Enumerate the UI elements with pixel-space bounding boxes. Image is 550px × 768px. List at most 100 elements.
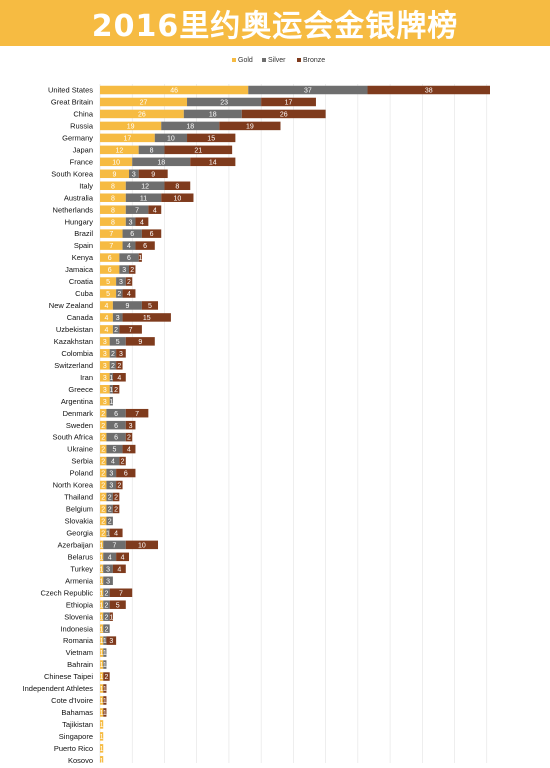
gold-value-label: 2 xyxy=(101,507,105,514)
category-label: Czech Republic xyxy=(40,588,93,597)
silver-value-label: 2 xyxy=(114,327,118,334)
category-label: China xyxy=(73,110,93,119)
category-label: Greece xyxy=(68,385,93,394)
silver-value-label: 3 xyxy=(109,471,113,478)
category-label: Kazakhstan xyxy=(54,337,93,346)
silver-bar xyxy=(106,480,117,490)
bronze-bar xyxy=(141,301,159,310)
bronze-value-label: 8 xyxy=(175,183,179,190)
silver-bar xyxy=(103,588,110,597)
bronze-bar xyxy=(125,420,136,430)
silver-bar xyxy=(109,385,113,394)
bronze-value-label: 5 xyxy=(148,303,152,310)
category-label: Puerto Rico xyxy=(54,744,93,753)
silver-value-label: 6 xyxy=(130,231,134,238)
bronze-value-label: 9 xyxy=(151,171,155,178)
silver-bar xyxy=(103,660,107,669)
gold-bar xyxy=(100,217,126,226)
bronze-value-label: 14 xyxy=(209,159,217,166)
bronze-bar xyxy=(125,277,133,286)
bronze-bar xyxy=(161,193,194,202)
silver-value-label: 5 xyxy=(113,447,117,454)
silver-value-label: 8 xyxy=(150,147,154,154)
gold-value-label: 26 xyxy=(138,112,146,119)
gold-bar xyxy=(100,301,113,310)
silver-value-label: 1 xyxy=(103,662,107,669)
gold-bar xyxy=(100,361,110,370)
silver-value-label: 4 xyxy=(111,459,115,466)
bronze-value-label: 6 xyxy=(143,243,147,250)
gold-bar xyxy=(100,349,110,358)
silver-bar xyxy=(112,313,123,322)
silver-bar xyxy=(154,133,188,143)
gold-value-label: 5 xyxy=(106,291,110,298)
bronze-bar xyxy=(138,169,168,179)
bronze-bar xyxy=(122,289,136,298)
category-label: Azerbaijan xyxy=(58,540,93,549)
gold-value-label: 12 xyxy=(115,147,123,154)
silver-bar xyxy=(125,181,165,191)
category-label: Netherlands xyxy=(53,205,94,214)
gold-bar xyxy=(100,337,110,346)
category-label: Singapore xyxy=(59,732,93,741)
category-label: Ukraine xyxy=(67,445,93,454)
silver-value-label: 6 xyxy=(127,255,131,262)
legend-label-bronze: Bronze xyxy=(303,57,325,64)
gold-bar xyxy=(100,373,110,382)
silver-bar xyxy=(106,492,113,502)
bronze-value-label: 9 xyxy=(138,339,142,346)
bronze-value-label: 15 xyxy=(207,135,215,142)
bronze-bar xyxy=(138,253,142,262)
category-label: Belgium xyxy=(66,505,93,514)
bronze-value-label: 4 xyxy=(114,530,118,537)
bronze-bar xyxy=(261,97,316,107)
category-label: Switzerland xyxy=(54,361,93,370)
bronze-bar xyxy=(103,684,107,693)
silver-bar xyxy=(248,85,368,95)
gold-bar xyxy=(100,576,104,586)
silver-bar xyxy=(112,325,120,334)
gold-bar xyxy=(100,205,126,214)
gold-bar xyxy=(100,181,126,191)
gold-value-label: 4 xyxy=(104,303,108,310)
silver-value-label: 3 xyxy=(106,578,110,585)
silver-bar xyxy=(106,528,110,538)
silver-bar xyxy=(103,540,126,550)
bronze-bar xyxy=(109,612,113,621)
gold-value-label: 8 xyxy=(111,195,115,202)
category-label: Vietnam xyxy=(66,648,93,657)
bronze-value-label: 2 xyxy=(117,363,121,370)
gold-value-label: 10 xyxy=(112,159,120,166)
bronze-value-label: 1 xyxy=(109,614,113,621)
category-label: Kenya xyxy=(72,253,94,262)
silver-bar xyxy=(132,157,191,167)
bronze-value-label: 2 xyxy=(127,279,131,286)
bronze-bar xyxy=(112,373,126,382)
gold-value-label: 1 xyxy=(100,566,104,573)
gold-value-label: 1 xyxy=(100,710,104,717)
bronze-bar xyxy=(109,588,133,597)
silver-value-label: 18 xyxy=(157,159,165,166)
silver-value-label: 2 xyxy=(108,519,112,526)
category-label: Thailand xyxy=(64,493,93,502)
gold-value-label: 5 xyxy=(106,279,110,286)
bronze-bar xyxy=(116,552,130,562)
gold-value-label: 2 xyxy=(101,483,105,490)
silver-bar xyxy=(103,612,110,621)
silver-bar xyxy=(119,253,139,262)
silver-bar xyxy=(103,624,110,633)
category-label: Italy xyxy=(79,181,93,190)
bronze-value-label: 21 xyxy=(194,147,202,154)
gold-value-label: 7 xyxy=(109,243,113,250)
gold-bar xyxy=(100,444,107,454)
category-label: Turkey xyxy=(70,564,93,573)
gold-value-label: 1 xyxy=(100,626,104,633)
silver-bar xyxy=(138,145,165,155)
silver-value-label: 23 xyxy=(220,100,228,107)
gold-bar xyxy=(100,85,249,95)
silver-bar xyxy=(122,241,136,250)
legend-swatch-silver xyxy=(262,58,266,62)
silver-bar xyxy=(106,468,117,478)
medal-chart: Gold Silver Bronze United States 46 37 38 Great… xyxy=(0,46,550,767)
category-label: Sweden xyxy=(66,421,93,430)
